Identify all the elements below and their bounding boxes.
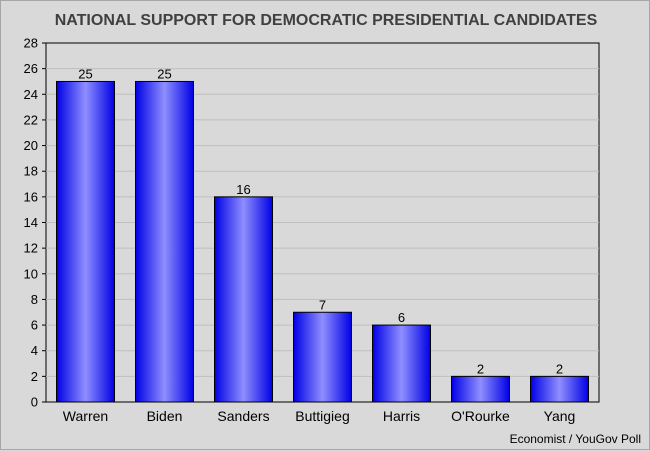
data-label: 16 bbox=[236, 182, 250, 197]
y-tick-label: 12 bbox=[24, 241, 38, 256]
bar-harris bbox=[372, 324, 431, 403]
bar-sanders bbox=[214, 196, 273, 403]
y-tick-label: 24 bbox=[24, 87, 38, 102]
y-tick-label: 0 bbox=[31, 395, 38, 410]
bar-biden bbox=[135, 80, 194, 403]
y-tick-label: 28 bbox=[24, 36, 38, 51]
y-tick-label: 6 bbox=[31, 318, 38, 333]
y-tick-label: 22 bbox=[24, 112, 38, 127]
data-label: 2 bbox=[556, 361, 563, 376]
x-category-label: Sanders bbox=[217, 408, 269, 424]
bar-yang bbox=[530, 375, 589, 403]
data-label: 2 bbox=[477, 361, 484, 376]
y-tick-label: 16 bbox=[24, 189, 38, 204]
y-tick-label: 18 bbox=[24, 164, 38, 179]
y-tick-label: 2 bbox=[31, 369, 38, 384]
data-label: 25 bbox=[78, 66, 92, 81]
x-category-label: Harris bbox=[383, 408, 420, 424]
data-labels: 25 25 16 7 6 2 2 bbox=[78, 66, 563, 376]
x-category-label: Warren bbox=[63, 408, 108, 424]
y-tick-label: 20 bbox=[24, 138, 38, 153]
data-label: 25 bbox=[157, 66, 171, 81]
source-note: Economist / YouGov Poll bbox=[510, 432, 641, 446]
chart-title: NATIONAL SUPPORT FOR DEMOCRATIC PRESIDEN… bbox=[55, 12, 598, 29]
y-tick-label: 14 bbox=[24, 215, 38, 230]
bars bbox=[56, 80, 589, 403]
y-tick-label: 26 bbox=[24, 61, 38, 76]
bar-warren bbox=[56, 80, 115, 403]
x-axis-categories: Warren Biden Sanders Buttigieg Harris O'Rourk… bbox=[63, 408, 576, 424]
y-tick-label: 8 bbox=[31, 292, 38, 307]
x-category-label: Yang bbox=[544, 408, 576, 424]
x-category-label: Buttigieg bbox=[295, 408, 349, 424]
y-tick-label: 10 bbox=[24, 266, 38, 281]
x-category-label: Biden bbox=[147, 408, 183, 424]
data-label: 7 bbox=[319, 297, 326, 312]
data-label: 6 bbox=[398, 310, 405, 325]
y-tick-label: 4 bbox=[31, 343, 38, 358]
x-category-label: O'Rourke bbox=[451, 408, 510, 424]
bar-buttigieg bbox=[293, 311, 352, 403]
bar-o-rourke bbox=[451, 375, 510, 403]
